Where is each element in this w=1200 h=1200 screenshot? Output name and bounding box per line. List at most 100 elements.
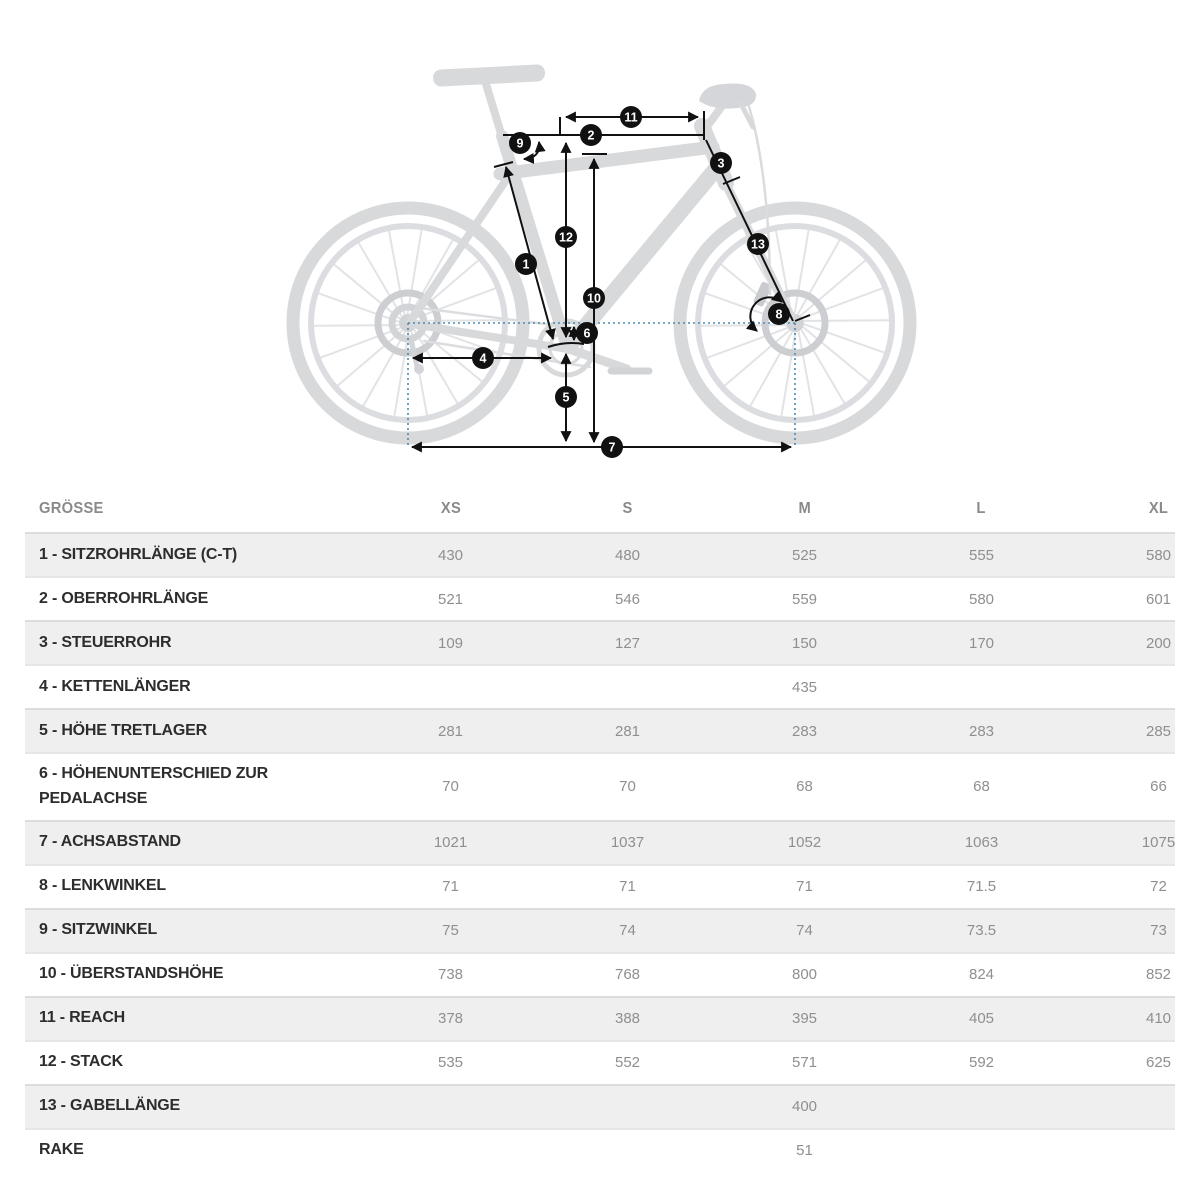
header-col-xl: XL — [1148, 500, 1169, 517]
geometry-svg: 1 2 3 4 5 6 7 8 9 10 11 12 13 — [286, 64, 917, 458]
row-value: 824 — [968, 966, 995, 984]
row-value: 738 — [437, 966, 464, 984]
row-label: 11 - REACH — [39, 1009, 126, 1027]
row-value: 480 — [614, 546, 641, 564]
row-value: 559 — [791, 590, 818, 608]
row-value: 68 — [973, 778, 990, 796]
row-value: 400 — [791, 1098, 818, 1116]
row-value: 71 — [442, 878, 459, 896]
row-value: 51 — [796, 1142, 813, 1160]
row-value: 150 — [791, 634, 818, 652]
row-label: RAKE — [39, 1141, 84, 1159]
row-value: 71 — [796, 878, 813, 896]
header-col-xs: XS — [440, 500, 461, 517]
marker-8: 8 — [768, 303, 790, 325]
row-value: 388 — [614, 1010, 641, 1028]
table-row: 6 - HÖHENUNTERSCHIED ZUR PEDALACHSE 70 7… — [25, 752, 1175, 820]
row-value: 525 — [791, 546, 818, 564]
row-value: 72 — [1150, 878, 1167, 896]
row-value: 66 — [1150, 778, 1167, 796]
svg-text:11: 11 — [624, 111, 637, 125]
geometry-table: GRÖSSE XS S M L XL 1 - SITZROHRLÄNGE (C-… — [25, 486, 1175, 1172]
svg-text:13: 13 — [751, 238, 765, 252]
table-row: 8 - LENKWINKEL 71 71 71 71.5 72 — [25, 863, 1175, 908]
row-value: 281 — [437, 722, 464, 740]
marker-13: 13 — [747, 233, 769, 255]
marker-9: 9 — [509, 132, 531, 154]
arrow-seat-angle — [522, 140, 546, 164]
table-row: 7 - ACHSABSTAND 1021 1037 1052 1063 1075 — [25, 819, 1175, 864]
bike-silhouette — [286, 64, 917, 445]
header-col-m: M — [798, 500, 811, 517]
svg-text:7: 7 — [609, 441, 616, 455]
row-value: 170 — [968, 634, 995, 652]
header-col-s: S — [622, 500, 633, 517]
row-label: 10 - ÜBERSTANDSHÖHE — [39, 965, 224, 983]
measure-markers: 1 2 3 4 5 6 7 8 9 10 11 12 13 — [472, 106, 790, 458]
head-tube-tick — [722, 176, 741, 185]
table-row: 9 - SITZWINKEL 75 74 74 73.5 73 — [25, 907, 1175, 952]
row-value: 71.5 — [966, 878, 997, 896]
row-value: 405 — [968, 1010, 995, 1028]
row-label: 3 - STEUERROHR — [39, 633, 172, 651]
table-row: 10 - ÜBERSTANDSHÖHE 738 768 800 824 852 — [25, 951, 1175, 996]
svg-text:8: 8 — [776, 308, 783, 322]
svg-text:3: 3 — [718, 157, 725, 171]
row-label: 5 - HÖHE TRETLAGER — [39, 721, 207, 739]
row-value: 546 — [614, 590, 641, 608]
marker-7: 7 — [601, 436, 623, 458]
marker-5: 5 — [555, 386, 577, 408]
marker-4: 4 — [472, 347, 494, 369]
table-row: 1 - SITZROHRLÄNGE (C-T) 430 480 525 555 … — [25, 532, 1175, 576]
table-row: 4 - KETTENLÄNGER 435 — [25, 664, 1175, 708]
row-value: 1021 — [433, 834, 468, 852]
row-value: 521 — [437, 590, 464, 608]
marker-12: 12 — [555, 226, 577, 248]
row-value: 68 — [796, 778, 813, 796]
marker-3: 3 — [710, 152, 732, 174]
row-value: 200 — [1145, 634, 1172, 652]
row-value: 430 — [437, 546, 464, 564]
row-label: 9 - SITZWINKEL — [39, 921, 158, 939]
table-row: 3 - STEUERROHR 109 127 150 170 200 — [25, 620, 1175, 664]
row-value: 73.5 — [966, 922, 997, 940]
row-label: 8 - LENKWINKEL — [39, 877, 166, 895]
bb-tick — [547, 342, 585, 348]
row-value: 580 — [968, 590, 995, 608]
bike-geometry-diagram: 1 2 3 4 5 6 7 8 9 10 11 12 13 — [0, 0, 1200, 486]
svg-text:5: 5 — [563, 391, 570, 405]
table-header: GRÖSSE XS S M L XL — [25, 486, 1175, 532]
marker-2: 2 — [580, 124, 602, 146]
row-value: 283 — [791, 722, 818, 740]
row-label: 7 - ACHSABSTAND — [39, 833, 181, 851]
row-label: 12 - STACK — [39, 1053, 123, 1071]
row-label: 2 - OBERROHRLÄNGE — [39, 589, 209, 607]
row-value: 71 — [619, 878, 636, 896]
row-value: 800 — [791, 966, 818, 984]
row-label: 13 - GABELLÄNGE — [39, 1097, 181, 1115]
row-value: 1063 — [964, 834, 999, 852]
row-value: 127 — [614, 634, 641, 652]
table-row: 13 - GABELLÄNGE 400 — [25, 1083, 1175, 1128]
row-value: 74 — [619, 922, 636, 940]
row-value: 378 — [437, 1010, 464, 1028]
marker-1: 1 — [515, 253, 537, 275]
row-value: 410 — [1145, 1010, 1172, 1028]
svg-text:12: 12 — [559, 231, 573, 245]
row-value: 395 — [791, 1010, 818, 1028]
arrow-seat-tube — [503, 165, 556, 341]
table-row: RAKE 51 — [25, 1127, 1175, 1172]
row-value: 592 — [968, 1054, 995, 1072]
table-row: 5 - HÖHE TRETLAGER 281 281 283 283 285 — [25, 708, 1175, 752]
arrow-head-angle — [745, 291, 783, 332]
header-col-l: L — [976, 500, 987, 517]
svg-text:1: 1 — [523, 258, 530, 272]
row-label: 4 - KETTENLÄNGER — [39, 677, 191, 695]
row-value: 70 — [442, 778, 459, 796]
header-size-label: GRÖSSE — [39, 500, 104, 517]
row-value: 285 — [1145, 722, 1172, 740]
row-value: 535 — [437, 1054, 464, 1072]
fork-end-tick — [794, 314, 811, 322]
row-value: 601 — [1145, 590, 1172, 608]
row-value: 70 — [619, 778, 636, 796]
